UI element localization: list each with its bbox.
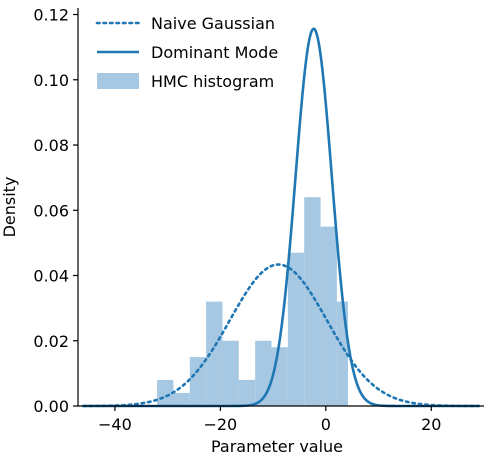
y-axis-label: Density: [0, 177, 19, 238]
x-axis-ticks: −40 −20 0 20: [98, 406, 441, 434]
histogram-bar: [189, 357, 207, 406]
x-axis-label: Parameter value: [211, 437, 343, 456]
x-tick-label: −20: [203, 415, 237, 434]
histogram-bar: [336, 301, 348, 406]
y-tick-label: 0.00: [33, 397, 69, 416]
x-tick-label: 20: [421, 415, 441, 434]
histogram-bar: [173, 392, 190, 406]
legend-label-dominant-mode: Dominant Mode: [151, 43, 278, 62]
y-axis-ticks: 0.00 0.02 0.04 0.06 0.08 0.10 0.12: [33, 6, 78, 416]
histogram-bar: [271, 347, 288, 406]
histogram-bar: [206, 301, 223, 406]
y-tick-label: 0.06: [33, 201, 69, 220]
histogram-bar: [287, 252, 305, 406]
y-tick-label: 0.08: [33, 136, 69, 155]
legend-label-naive-gaussian: Naive Gaussian: [151, 14, 275, 33]
y-tick-label: 0.02: [33, 332, 69, 351]
x-tick-label: 0: [321, 415, 331, 434]
naive-gaussian-line: [81, 263, 481, 408]
axes: [77, 8, 484, 407]
histogram-bar: [157, 379, 174, 406]
histogram-bar: [320, 226, 337, 406]
y-tick-label: 0.12: [33, 6, 69, 25]
legend: Naive Gaussian Dominant Mode HMC histogr…: [95, 14, 278, 91]
histogram-bar: [238, 379, 256, 406]
y-tick-label: 0.04: [33, 267, 69, 286]
histogram-bar: [304, 197, 321, 406]
x-tick-label: −40: [98, 415, 132, 434]
legend-label-hmc-histogram: HMC histogram: [151, 72, 274, 91]
histogram-bar: [222, 340, 239, 406]
legend-swatch-hmc-histogram: [97, 73, 139, 89]
y-tick-label: 0.10: [33, 71, 69, 90]
histogram-bars: [157, 197, 348, 406]
